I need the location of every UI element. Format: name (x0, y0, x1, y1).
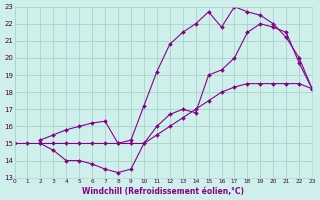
X-axis label: Windchill (Refroidissement éolien,°C): Windchill (Refroidissement éolien,°C) (82, 187, 244, 196)
